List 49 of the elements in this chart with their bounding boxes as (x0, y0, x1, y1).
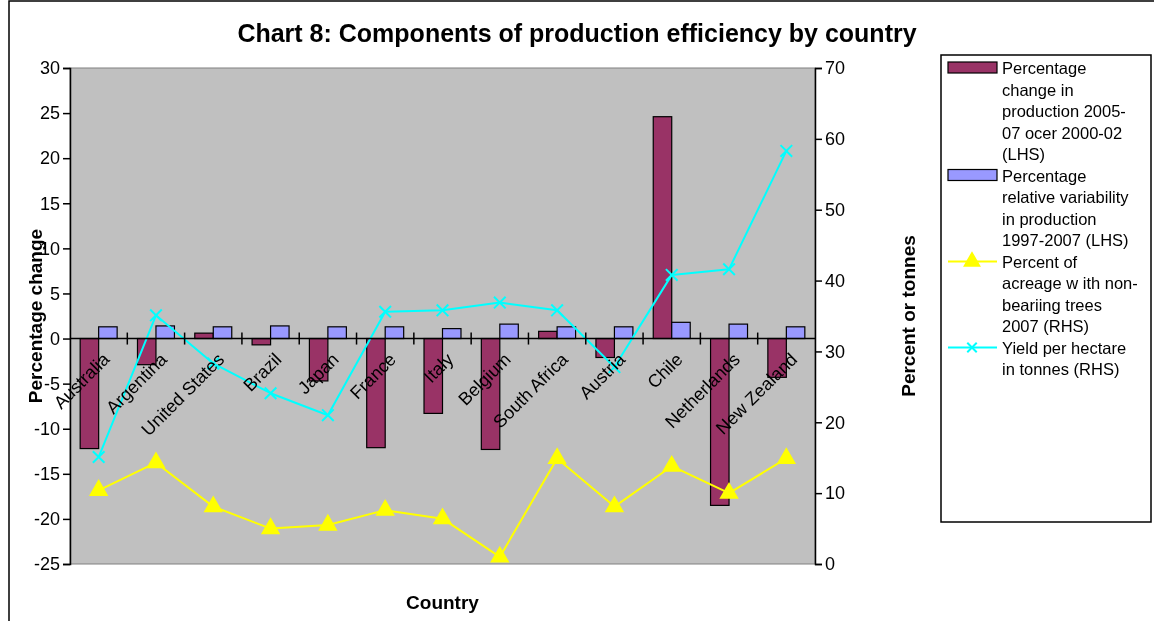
y2-tick-label: 40 (825, 270, 846, 291)
point (318, 514, 337, 531)
point (777, 448, 796, 465)
point (548, 448, 567, 465)
x-axis-title: Country (406, 592, 480, 613)
point (722, 262, 736, 277)
y2-tick-label: 60 (825, 129, 846, 150)
point (433, 508, 452, 525)
point (146, 452, 165, 469)
y-tick-label: 20 (39, 148, 60, 169)
y2-tick-label: 10 (825, 483, 846, 504)
y-tick-label: 30 (39, 58, 60, 79)
y2-axis-title: Percent or tonnes (898, 235, 919, 397)
x-tick-label: Italy (419, 349, 458, 387)
point (779, 144, 794, 158)
y-tick-label: 25 (39, 103, 60, 124)
point (378, 304, 393, 319)
y-tick-label: 0 (49, 328, 60, 349)
legend-label: Percentage change in production 2005-07 ocer 2000-02 (LHS) (1002, 59, 1126, 163)
point (490, 546, 509, 563)
y-tick-label: -25 (33, 554, 60, 575)
y-tick-label: 5 (49, 283, 60, 304)
y-tick-label: -20 (33, 509, 60, 530)
point (662, 456, 681, 472)
y-tick-label: 15 (39, 193, 60, 214)
legend-label: Yield per hectare in tonnes (RHS) (1002, 338, 1127, 378)
y-tick-label: -10 (33, 418, 60, 439)
point (664, 268, 679, 282)
point (149, 308, 163, 323)
point (89, 480, 108, 496)
point (91, 450, 106, 464)
y2-tick-label: 50 (825, 199, 846, 220)
point (720, 482, 739, 499)
point (204, 496, 223, 513)
chart-title: Chart 8: Components of production efficiency by country (237, 19, 917, 47)
y2-tick-label: 20 (825, 412, 846, 433)
point (435, 303, 450, 318)
y-tick-label: -15 (33, 464, 60, 485)
y2-tick-label: 0 (825, 554, 836, 575)
legend-label: Percentage relative variability in production 1997-2007 (LHS) (1002, 166, 1130, 249)
legend-label: Percent of acreage w ith non-beariing trees 2007 (RHS) (1002, 252, 1138, 335)
point (261, 518, 280, 535)
y2-tick-label: 70 (825, 58, 846, 79)
point (550, 303, 564, 318)
point (605, 496, 624, 513)
point (321, 408, 335, 423)
point (376, 499, 395, 516)
y2-tick-label: 30 (825, 341, 846, 362)
point (492, 295, 507, 310)
